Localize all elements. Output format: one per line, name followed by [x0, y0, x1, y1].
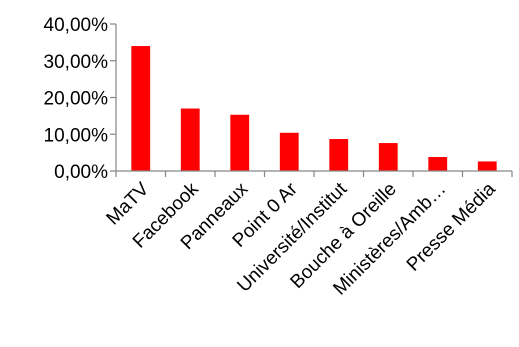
y-tick-label: 30,00% [44, 52, 109, 73]
bar [477, 161, 497, 171]
bar [378, 143, 398, 171]
y-tick-label: 20,00% [44, 89, 109, 110]
y-axis: 0,00% 10,00% 20,00% 30,00% 40,00% [44, 15, 117, 183]
bar [428, 157, 448, 171]
y-tick-label: 0,00% [54, 162, 108, 183]
bar [279, 132, 299, 171]
bar [180, 108, 200, 171]
bar [329, 139, 349, 171]
bars [131, 46, 497, 171]
y-tick-label: 40,00% [44, 15, 109, 36]
y-tick-label: 10,00% [44, 125, 109, 146]
x-category-label: Presse Média [403, 178, 500, 275]
bar [131, 46, 151, 171]
bar [230, 114, 250, 171]
